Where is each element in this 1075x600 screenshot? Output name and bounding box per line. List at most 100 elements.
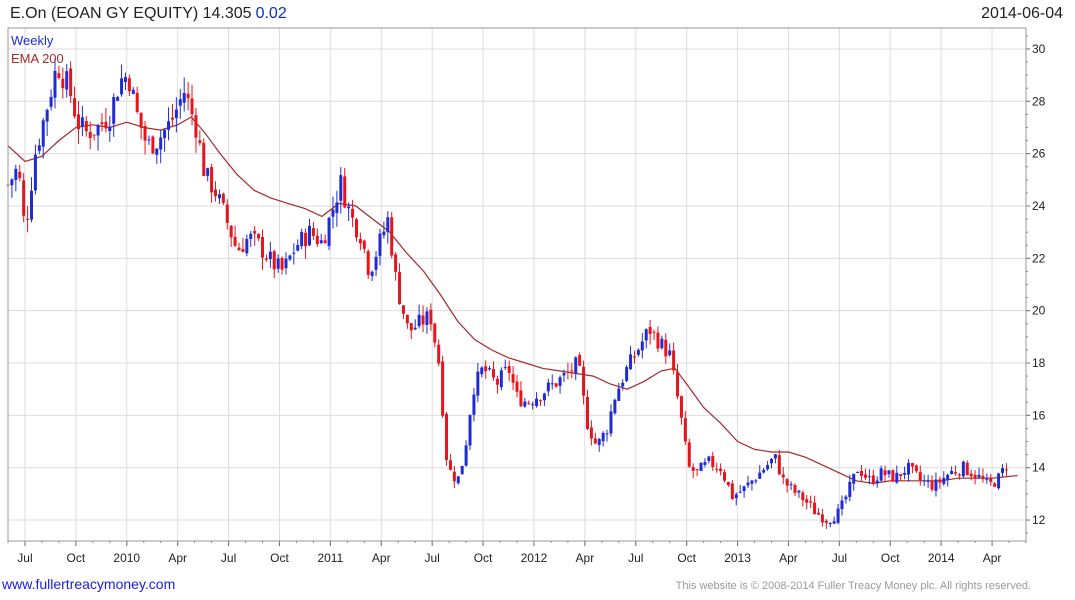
candle <box>934 472 938 497</box>
candle <box>617 382 621 401</box>
candle-body <box>425 311 429 325</box>
candle <box>358 232 362 251</box>
candle-body <box>636 349 640 355</box>
candle-body <box>668 350 672 356</box>
candle <box>214 181 218 202</box>
x-tick-label: 2013 <box>724 551 751 565</box>
candle <box>860 465 864 482</box>
candle-body <box>155 148 159 155</box>
candle <box>198 130 202 146</box>
candle-body <box>766 465 770 470</box>
candle <box>640 332 644 359</box>
candle <box>852 473 856 491</box>
candle <box>981 468 985 483</box>
x-tick-label: Oct <box>67 551 86 565</box>
candle-body <box>809 501 813 503</box>
candle <box>507 360 511 382</box>
candle <box>96 123 100 151</box>
candle-body <box>343 176 347 208</box>
candle-body <box>863 474 867 478</box>
candle <box>398 263 402 305</box>
candle-body <box>883 470 887 476</box>
candle-body <box>437 344 441 364</box>
candle-body <box>225 204 229 223</box>
candle-body <box>484 366 488 372</box>
x-tick-label: 2010 <box>113 551 140 565</box>
candle <box>339 167 343 214</box>
candle-body <box>867 476 871 478</box>
candle-body <box>527 402 531 404</box>
candle-body <box>405 314 409 324</box>
candle <box>593 432 597 445</box>
y-tick-label: 20 <box>1032 304 1046 318</box>
candle-body <box>785 479 789 486</box>
candle-body <box>676 371 680 397</box>
candle <box>76 101 80 145</box>
candle <box>323 234 327 244</box>
candle <box>781 467 785 485</box>
ema-layer <box>7 116 1018 485</box>
candle-body <box>53 70 57 98</box>
candle <box>139 112 143 140</box>
candle <box>601 431 605 447</box>
candle <box>527 400 531 405</box>
candle <box>300 228 304 250</box>
candle <box>503 359 507 371</box>
candle-body <box>69 68 73 97</box>
candle-body <box>151 136 155 154</box>
x-tick-label: Jul <box>832 551 847 565</box>
candle <box>961 460 965 478</box>
candle-body <box>1004 469 1008 471</box>
candle <box>550 374 554 390</box>
candle-body <box>159 137 163 150</box>
candle <box>824 519 828 529</box>
candle <box>61 67 65 99</box>
candle <box>954 465 958 476</box>
candle <box>445 411 449 466</box>
candle <box>903 466 907 480</box>
x-axis: Jul Oct 2010 Apr Jul Oct 2011 Apr Jul Oct 2012 Apr J… <box>7 541 1027 565</box>
candle-body <box>601 432 605 442</box>
candle-body <box>954 472 958 474</box>
candle <box>233 225 237 248</box>
candle <box>210 163 214 203</box>
candle-body <box>304 232 308 247</box>
candle-body <box>899 473 903 477</box>
candle-body <box>163 129 167 139</box>
candle <box>750 479 754 491</box>
candle <box>151 135 155 155</box>
website-link[interactable]: www.fullertreacymoney.com <box>2 576 176 592</box>
candle <box>1004 463 1008 477</box>
candle <box>797 489 801 498</box>
candle-body <box>441 361 445 416</box>
candle-body <box>683 418 687 442</box>
y-tick-label: 14 <box>1032 461 1046 475</box>
x-tick-label: Apr <box>983 551 1002 565</box>
candle-body <box>820 514 824 523</box>
candle <box>789 481 793 491</box>
candle <box>488 365 492 371</box>
plot-frame <box>7 27 1027 542</box>
candle <box>676 364 680 400</box>
candle <box>378 229 382 266</box>
candle <box>907 459 911 482</box>
candle-body <box>981 475 985 480</box>
candle-body <box>84 120 88 132</box>
candle-body <box>323 240 327 244</box>
y-tick-label: 26 <box>1032 147 1046 161</box>
candle-body <box>711 456 715 468</box>
candle <box>29 177 33 223</box>
candle-body <box>464 445 468 466</box>
candle-body <box>542 393 546 401</box>
candle <box>805 495 809 510</box>
candle <box>707 455 711 464</box>
candle-body <box>903 472 907 475</box>
candle <box>170 103 174 127</box>
candle-body <box>18 171 22 179</box>
chart-title: E.On (EOAN GY EQUITY) 14.305 0.02 <box>10 5 287 23</box>
candle-body <box>139 112 143 128</box>
candle-body <box>229 225 233 238</box>
candle <box>495 375 499 394</box>
chart-date: 2014-06-04 <box>981 5 1063 22</box>
